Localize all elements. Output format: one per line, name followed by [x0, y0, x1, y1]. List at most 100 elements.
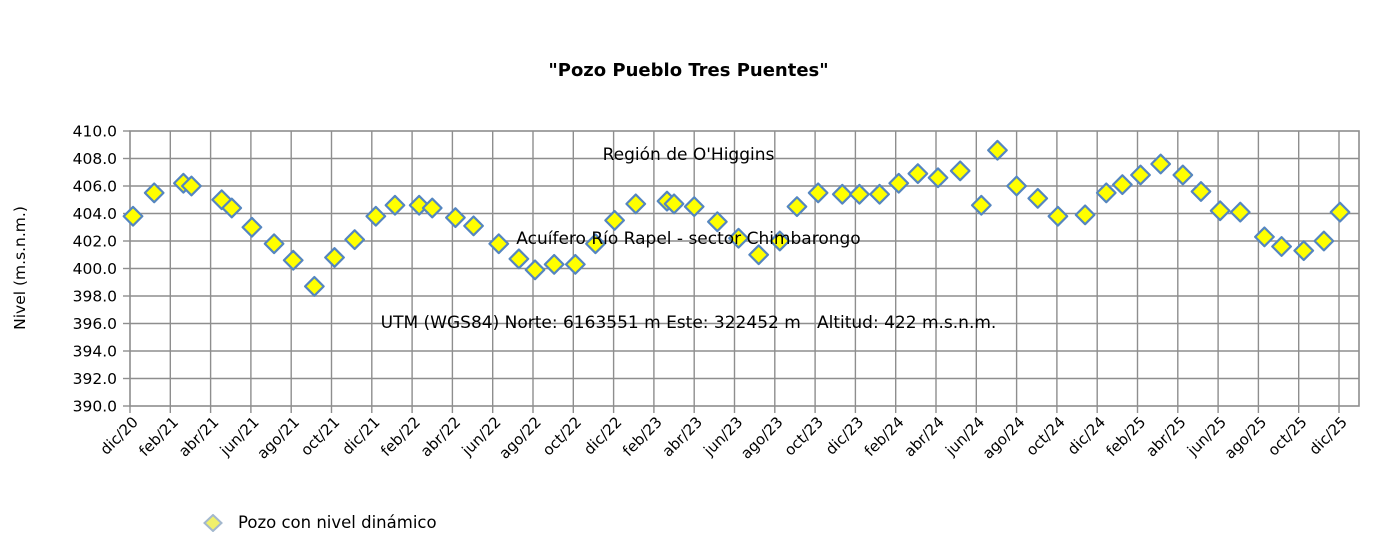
x-tick-label: oct/24	[1022, 413, 1068, 459]
data-point-marker	[1074, 204, 1096, 226]
data-point-marker	[1027, 187, 1049, 209]
x-tick-label: oct/22	[539, 413, 585, 459]
y-tick-label: 402.0	[73, 233, 117, 251]
data-point-marker	[728, 227, 749, 249]
x-tick-label: dic/25	[1306, 413, 1351, 458]
data-point-marker	[303, 275, 325, 297]
legend-label: Pozo con nivel dinámico	[238, 513, 437, 532]
data-point-marker	[324, 247, 345, 268]
data-point-marker	[927, 167, 949, 189]
y-tick-label: 392.0	[73, 370, 117, 388]
y-tick-label: 408.0	[73, 150, 117, 168]
data-point-marker	[143, 182, 165, 204]
data-point-marker	[508, 248, 530, 270]
x-tick-label: ago/25	[1221, 413, 1271, 463]
x-tick-label: oct/23	[781, 413, 827, 459]
data-point-marker	[1271, 236, 1292, 257]
data-point-marker	[263, 233, 285, 255]
y-tick-label: 404.0	[73, 205, 117, 223]
data-point-marker	[869, 183, 890, 205]
x-tick-label: ago/22	[495, 413, 545, 463]
data-point-marker	[564, 253, 586, 275]
x-tick-label: feb/22	[377, 413, 424, 460]
data-point-marker	[181, 175, 202, 197]
data-point-marker	[488, 233, 510, 255]
data-point-marker	[1254, 226, 1275, 248]
x-tick-label: dic/20	[97, 413, 142, 458]
diamond-icon	[203, 513, 223, 532]
data-point-marker	[769, 230, 791, 252]
data-point-marker	[1130, 164, 1151, 186]
data-point-marker	[543, 253, 565, 275]
data-point-marker	[1172, 164, 1194, 186]
x-tick-label: feb/24	[861, 413, 908, 460]
y-tick-label: 406.0	[73, 178, 117, 196]
data-point-marker	[1111, 174, 1133, 196]
data-point-marker	[970, 194, 992, 216]
data-point-marker	[706, 211, 728, 233]
data-point-marker	[849, 183, 870, 205]
data-point-marker	[786, 196, 808, 218]
data-point-marker	[1293, 240, 1315, 262]
y-axis-title: Nivel (m.s.n.m.)	[11, 206, 29, 330]
x-tick-label: dic/22	[580, 413, 625, 458]
y-tick-label: 396.0	[73, 315, 117, 333]
data-point-marker	[1006, 175, 1027, 197]
data-point-marker	[987, 139, 1008, 161]
data-point-marker	[1313, 230, 1335, 252]
chart-header: "Pozo Pueblo Tres Puentes" Región de O'H…	[0, 1, 1377, 393]
data-point-marker	[408, 194, 430, 216]
x-tick-label: abr/24	[900, 413, 947, 460]
data-point-marker	[1209, 200, 1231, 222]
x-tick-label: dic/24	[1064, 413, 1109, 458]
x-tick-label: ago/23	[737, 413, 787, 463]
x-tick-label: dic/23	[822, 413, 867, 458]
data-point-marker	[421, 197, 443, 219]
x-tick-label: oct/25	[1264, 413, 1310, 459]
y-tick-label: 400.0	[73, 260, 117, 278]
chart-title: "Pozo Pueblo Tres Puentes"	[548, 60, 829, 81]
data-point-marker	[241, 216, 263, 238]
data-point-marker	[1150, 153, 1172, 175]
y-tick-label: 390.0	[73, 398, 117, 416]
data-point-marker	[888, 172, 910, 194]
x-tick-label: abr/22	[417, 413, 464, 460]
data-point-marker	[831, 183, 853, 205]
data-point-marker	[585, 233, 606, 255]
data-point-marker	[663, 193, 685, 215]
data-point-marker	[221, 197, 243, 219]
x-tick-label: abr/23	[659, 413, 706, 460]
x-tick-label: abr/25	[1142, 413, 1189, 460]
data-point-marker	[1229, 201, 1251, 223]
x-tick-label: ago/24	[979, 413, 1029, 463]
data-point-marker	[625, 193, 647, 215]
chart-subtitle-region: Región de O'Higgins	[602, 145, 775, 165]
x-tick-label: dic/21	[338, 413, 383, 458]
data-point-marker	[1095, 182, 1117, 204]
data-point-marker	[748, 244, 770, 266]
y-tick-label: 410.0	[73, 123, 117, 141]
x-tick-label: abr/21	[175, 413, 222, 460]
data-point-marker	[1047, 205, 1069, 227]
x-tick-label: ago/21	[254, 413, 304, 463]
x-tick-label: feb/23	[619, 413, 666, 460]
data-point-marker	[122, 205, 144, 227]
x-tick-label: feb/21	[135, 413, 182, 460]
legend: Pozo con nivel dinámico	[203, 513, 437, 532]
data-point-marker	[384, 194, 406, 216]
data-point-marker	[344, 229, 366, 251]
x-tick-label: feb/25	[1103, 413, 1150, 460]
data-point-marker	[683, 196, 705, 218]
data-point-marker	[365, 205, 387, 227]
data-point-marker	[807, 182, 829, 204]
data-point-marker	[463, 215, 484, 237]
data-point-marker	[949, 160, 971, 182]
x-tick-label: oct/21	[297, 413, 343, 459]
data-point-marker	[445, 207, 466, 229]
data-point-marker	[604, 209, 626, 231]
y-tick-label: 394.0	[73, 343, 117, 361]
data-point-marker	[282, 249, 304, 271]
data-point-marker	[1190, 181, 1212, 202]
